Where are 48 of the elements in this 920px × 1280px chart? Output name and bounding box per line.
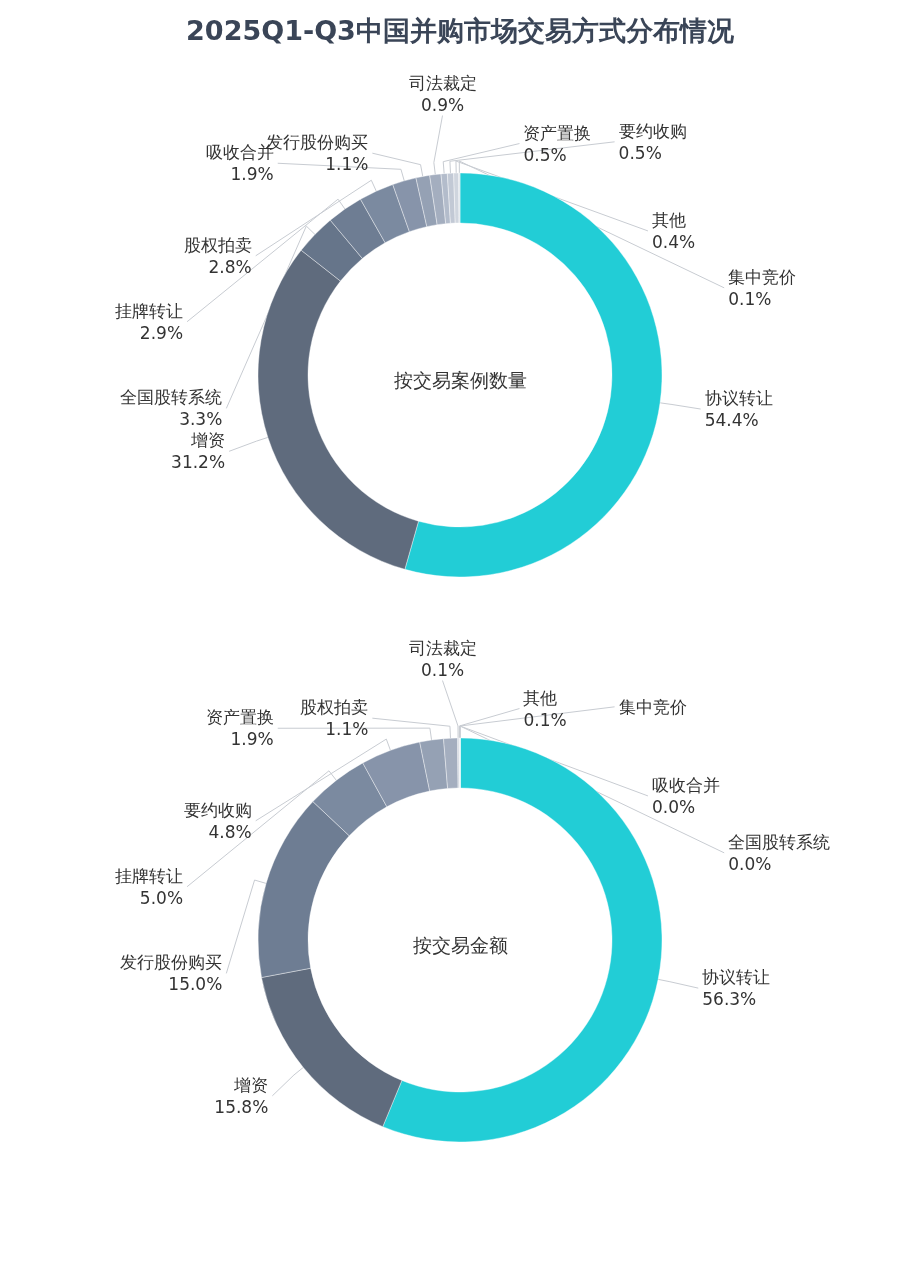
data-label: 0.5% [618, 142, 662, 163]
slice-label: 协议转让 [704, 388, 773, 409]
data-label: 15.8% [214, 1096, 269, 1117]
slice-label: 资产置换 [205, 707, 274, 728]
data-label: 15.0% [168, 974, 223, 995]
slice-label: 增资 [233, 1074, 269, 1095]
slice-label: 其他 [651, 209, 686, 230]
data-label: 2.9% [139, 322, 184, 343]
slice-label: 其他 [523, 687, 558, 708]
data-label: 1.1% [325, 154, 369, 175]
slice-label: 司法裁定 [408, 72, 477, 93]
data-label: 0.9% [420, 94, 465, 115]
data-label: 5.0% [139, 887, 184, 908]
slice-label: 全国股转系统 [120, 387, 223, 408]
text: 按交易金额 [412, 934, 508, 956]
category-label: 全国股转系统 [728, 831, 831, 852]
chart-title: 2025Q1-Q3中国并购市场交易方式分布情况 [186, 15, 735, 46]
slice-label: 要约收购 [183, 799, 252, 820]
slice-label: 司法裁定 [408, 637, 477, 658]
text: 按交易案例数量 [393, 369, 527, 391]
data-label: 0.1% [420, 659, 465, 680]
data-label: 0.1% [728, 288, 772, 309]
data-label: 31.2% [171, 452, 226, 473]
slice-label: 发行股份购买 [120, 952, 223, 973]
data-label: 54.4% [704, 410, 759, 431]
data-label: 56.3% [702, 989, 757, 1010]
text: 0.0% [651, 796, 696, 817]
data-label: 0.1% [523, 709, 567, 730]
slice-label: 股权拍卖 [300, 697, 369, 718]
slice-label: 资产置换 [523, 122, 592, 143]
slice-label: 挂牌转让 [115, 300, 184, 321]
slice-label: 增资 [190, 430, 226, 451]
data-label: 2.8% [208, 256, 252, 277]
data-label: 3.3% [179, 409, 223, 430]
data-label: 1.1% [325, 719, 369, 740]
slice-label: 集中竞价 [728, 266, 797, 287]
slice-label: 要约收购 [618, 120, 687, 141]
slice-label: 协议转让 [702, 967, 771, 988]
data-label: 0.4% [651, 231, 696, 252]
category-label: 集中竞价 [618, 696, 687, 717]
text: 0.0% [728, 853, 772, 874]
category-label: 吸收合并 [651, 774, 720, 795]
data-label: 1.9% [230, 164, 274, 185]
data-label: 1.9% [230, 729, 274, 750]
data-label: 0.5% [523, 144, 567, 165]
slice-label: 挂牌转让 [115, 865, 184, 886]
data-label: 4.8% [208, 821, 252, 842]
slice-label: 股权拍卖 [183, 234, 252, 255]
